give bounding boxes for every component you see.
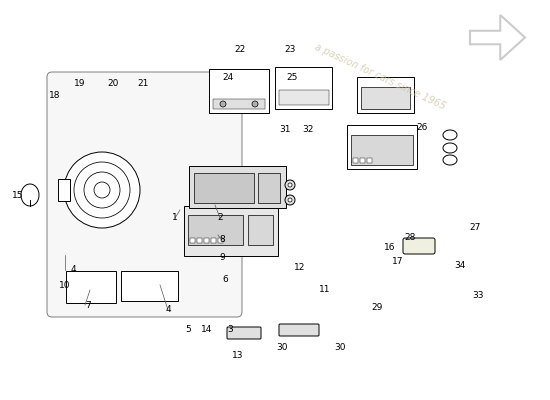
Text: 32: 32 [302,126,313,134]
FancyBboxPatch shape [279,324,319,336]
FancyBboxPatch shape [357,77,414,113]
Text: 2: 2 [217,214,223,222]
FancyBboxPatch shape [47,72,242,317]
Bar [194,173,254,203]
Text: 21: 21 [138,78,148,88]
Text: 34: 34 [454,260,466,270]
Text: 28: 28 [404,234,416,242]
Text: 10: 10 [59,280,71,290]
Text: 29: 29 [371,304,383,312]
Bar [353,158,358,163]
Text: 16: 16 [384,244,396,252]
Text: 31: 31 [279,126,291,134]
Text: 27: 27 [469,224,481,232]
Bar [361,87,410,109]
Text: 26: 26 [416,124,428,132]
Text: 6: 6 [222,276,228,284]
FancyBboxPatch shape [184,206,278,256]
Circle shape [252,101,258,107]
Bar [360,158,365,163]
Bar [279,90,329,105]
Text: a passion for cars since 1965: a passion for cars since 1965 [313,42,447,112]
Text: 19: 19 [74,78,86,88]
Bar [213,99,265,109]
Text: 30: 30 [334,344,346,352]
Text: 18: 18 [50,90,60,100]
Bar [204,238,209,243]
FancyBboxPatch shape [209,69,269,113]
Text: 17: 17 [392,258,404,266]
Text: 15: 15 [12,190,24,200]
Text: 3: 3 [227,326,233,334]
Text: 20: 20 [107,78,119,88]
Bar [258,173,280,203]
Text: 13: 13 [232,350,244,360]
Bar [188,215,243,245]
Bar [367,158,372,163]
Circle shape [285,195,295,205]
Text: 4: 4 [70,266,76,274]
Text: 14: 14 [201,326,213,334]
Bar [248,215,273,245]
Bar [351,135,413,165]
Text: 23: 23 [284,46,296,54]
Bar [197,238,202,243]
Text: 30: 30 [276,344,288,352]
Text: 33: 33 [472,290,484,300]
Text: 8: 8 [219,236,225,244]
Text: 5: 5 [185,326,191,334]
Text: 24: 24 [222,74,234,82]
Circle shape [288,198,292,202]
Circle shape [285,180,295,190]
Circle shape [64,152,140,228]
Text: 1: 1 [172,214,178,222]
Text: 4: 4 [165,306,171,314]
FancyBboxPatch shape [227,327,261,339]
Circle shape [220,101,226,107]
Text: 9: 9 [219,254,225,262]
FancyBboxPatch shape [121,271,178,301]
Bar [211,238,216,243]
Bar [190,238,195,243]
Text: 12: 12 [294,264,306,272]
FancyBboxPatch shape [189,166,286,208]
FancyBboxPatch shape [66,271,116,303]
Text: 25: 25 [287,74,298,82]
Text: 7: 7 [85,300,91,310]
FancyBboxPatch shape [403,238,435,254]
Text: 22: 22 [234,46,246,54]
FancyBboxPatch shape [58,179,70,201]
FancyBboxPatch shape [275,67,332,109]
Circle shape [288,183,292,187]
FancyBboxPatch shape [347,125,417,169]
Bar [218,238,223,243]
Text: 11: 11 [319,286,331,294]
